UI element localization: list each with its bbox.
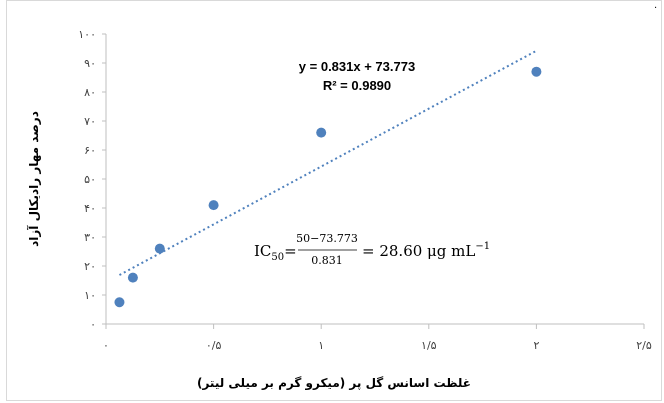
ic50-annotation: IC50= 50−73.773 0.831 = 28.60 μg mL−1 [254,232,490,267]
ic50-equals: = [284,242,297,260]
data-point [127,272,138,283]
y-tick-label: ۸۰ [84,86,96,99]
svg-text:IC50=: IC50= [254,242,297,263]
x-tick-label: ۲/۵ [636,339,652,352]
y-tick-label: ۴۰ [84,202,96,215]
data-point [316,127,327,138]
x-tick-label: ۱ [318,339,324,352]
y-tick-labels: ۰ ۱۰ ۲۰ ۳۰ ۴۰ ۵۰ ۶۰ ۷۰ ۸۰ ۹۰ ۱۰۰ [78,28,106,331]
y-axis-title: درصد مهار رادیکال آزاد [26,111,41,247]
y-tick-label: ۷۰ [84,115,96,128]
data-points [114,66,542,308]
ic50-numerator: 50−73.773 [296,232,358,245]
r-squared-label: R² = 0.9890 [323,78,391,93]
y-tick-label: ۰ [90,318,96,331]
trendline [118,49,537,276]
data-point [154,243,165,254]
y-tick-label: ۶۰ [84,144,96,157]
ic50-result-exponent: −1 [475,241,490,252]
data-point [531,66,542,77]
y-tick-label: ۵۰ [84,173,96,186]
y-tick-label: ۱۰۰ [78,28,96,41]
ic50-result: = 28.60 μg mL [362,242,475,260]
y-tick-label: ۹۰ [84,57,96,70]
y-tick-label: ۱۰ [84,289,96,302]
ic50-denominator: 0.831 [311,254,343,267]
svg-text:= 28.60 μg mL−1: = 28.60 μg mL−1 [362,241,490,260]
y-tick-label: ۲۰ [84,260,96,273]
x-tick-label: ۰ [103,339,109,352]
x-tick-label: ۰/۵ [206,339,222,352]
corner-mark: . [654,0,658,11]
trendline-group [118,49,537,276]
ic50-symbol: IC [254,242,271,260]
data-point [114,297,125,308]
data-point [208,200,219,211]
x-tick-labels: ۰ ۰/۵ ۱ ۱/۵ ۲ ۲/۵ [103,324,652,352]
ic50-subscript: 50 [271,252,284,263]
x-tick-label: ۲ [533,339,539,352]
x-tick-label: ۱/۵ [421,339,437,352]
y-tick-label: ۳۰ [84,231,96,244]
trendline-equation: y = 0.831x + 73.773 [299,59,415,74]
chart-frame [6,0,662,401]
x-axis-title: غلظت اسانس گل پر (میکرو گرم بر میلی لیتر… [197,376,471,391]
